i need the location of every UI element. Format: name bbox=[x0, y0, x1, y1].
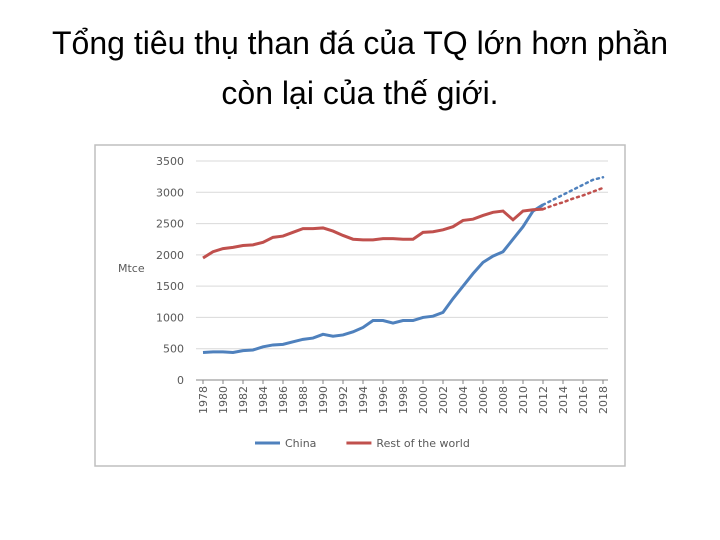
y-tick-label: 3500 bbox=[156, 155, 184, 168]
x-tick-label: 1998 bbox=[397, 386, 410, 414]
x-tick-label: 1984 bbox=[257, 386, 270, 414]
x-tick-label: 2008 bbox=[497, 386, 510, 414]
x-tick-label: 2016 bbox=[577, 386, 590, 414]
y-tick-label: 2000 bbox=[156, 249, 184, 262]
slide-title: Tổng tiêu thụ than đá của TQ lớn hơn phầ… bbox=[51, 25, 668, 111]
series-line bbox=[202, 207, 544, 260]
y-tick-label: 2500 bbox=[156, 218, 184, 231]
x-tick-label: 1990 bbox=[317, 386, 330, 414]
x-tick-label: 2004 bbox=[457, 386, 470, 414]
x-tick-label: 2006 bbox=[477, 386, 490, 414]
legend-label: Rest of the world bbox=[376, 437, 469, 450]
y-tick-label: 0 bbox=[177, 374, 184, 387]
y-tick-label: 1500 bbox=[156, 280, 184, 293]
y-tick-label: 1000 bbox=[156, 311, 184, 324]
x-tick-label: 2000 bbox=[417, 386, 430, 414]
x-tick-label: 1980 bbox=[217, 386, 230, 414]
x-tick-label: 1986 bbox=[277, 386, 290, 414]
x-tick-label: 2018 bbox=[597, 386, 610, 414]
y-axis-label: Mtce bbox=[118, 262, 145, 275]
y-tick-label: 3000 bbox=[156, 186, 184, 199]
x-tick-label: 1978 bbox=[197, 386, 210, 414]
x-tick-label: 1982 bbox=[237, 386, 250, 414]
series-line bbox=[202, 203, 544, 354]
x-tick-label: 1988 bbox=[297, 386, 310, 414]
x-tick-label: 2010 bbox=[517, 386, 530, 414]
legend-label: China bbox=[285, 437, 316, 450]
projection-line bbox=[541, 176, 605, 207]
y-tick-label: 500 bbox=[163, 343, 184, 356]
projection-line bbox=[541, 186, 605, 211]
chart-frame bbox=[94, 144, 626, 467]
x-tick-label: 2002 bbox=[437, 386, 450, 414]
x-tick-label: 2014 bbox=[557, 386, 570, 414]
x-tick-label: 1996 bbox=[377, 386, 390, 414]
x-tick-label: 2012 bbox=[537, 386, 550, 414]
x-tick-label: 1994 bbox=[357, 386, 370, 414]
x-tick-label: 1992 bbox=[337, 386, 350, 414]
